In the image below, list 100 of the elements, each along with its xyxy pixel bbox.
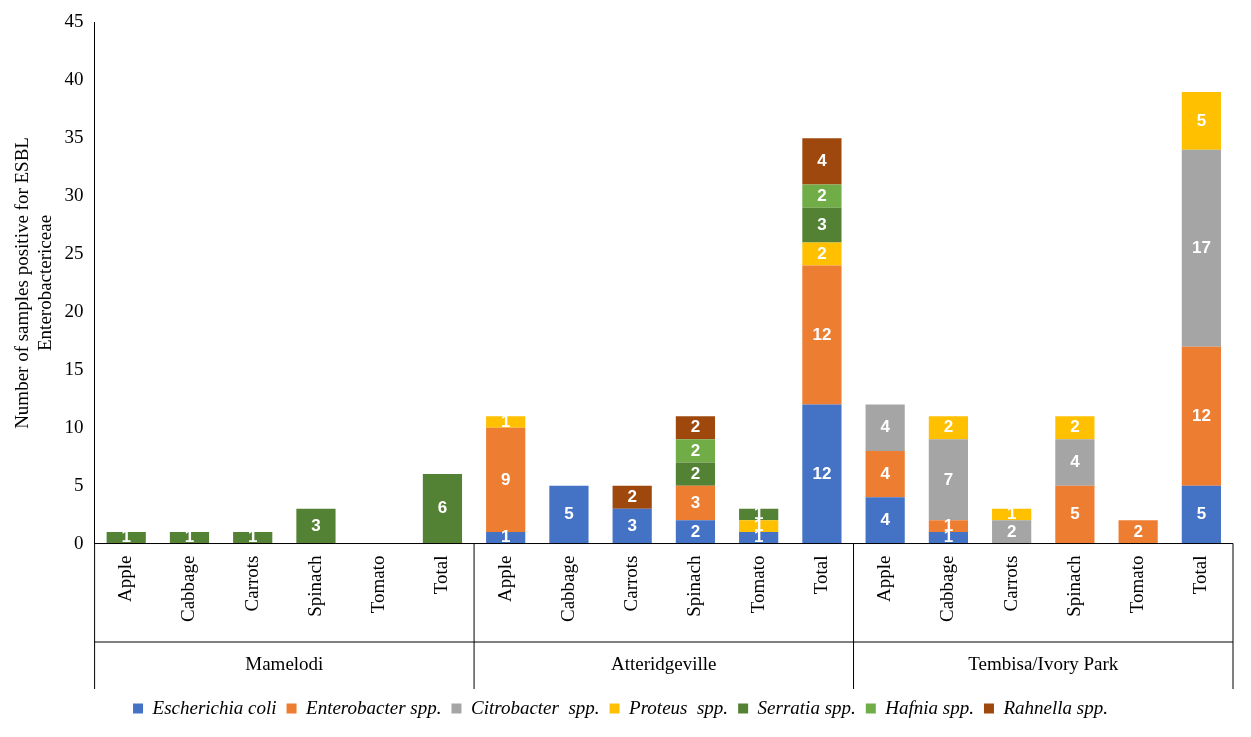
bar [612, 508, 652, 544]
bar [1118, 520, 1158, 544]
bar [865, 450, 905, 498]
data-label: 2 [943, 417, 954, 437]
x-tick-label: Carrots [620, 555, 642, 612]
bar [675, 462, 716, 486]
x-tick-label: Apple [873, 555, 895, 602]
data-label: 2 [690, 521, 701, 541]
bar [549, 485, 589, 544]
x-tick-label: Total [1189, 555, 1211, 595]
data-label: 4 [880, 417, 891, 437]
data-label: 2 [627, 486, 637, 506]
x-tick-label: Tomato [367, 555, 389, 614]
text: Tembisa/Ivory Park [968, 653, 1119, 675]
bar [802, 242, 842, 266]
data-label: 7 [943, 469, 954, 489]
bar [865, 497, 905, 544]
x-tick-label: Apple [114, 555, 136, 602]
data-label: 5 [564, 504, 574, 524]
data-label: 1 [500, 527, 511, 547]
legend-label: Citrobacter spp. [470, 696, 600, 718]
legend-label: Enterobacter spp. [305, 696, 442, 718]
data-label: 2 [1133, 521, 1143, 541]
bar [675, 520, 716, 544]
bar [612, 485, 652, 509]
x-tick-label: Carrots [240, 555, 262, 612]
data-label: 2 [690, 463, 701, 483]
data-label: 6 [437, 498, 448, 518]
legend-label: Proteus spp. [628, 696, 729, 718]
bar [1181, 346, 1221, 486]
legend-label: Escherichia coli [151, 696, 277, 718]
y-tick-label: 5 [74, 473, 84, 495]
bar [296, 508, 336, 544]
y-tick-label: 10 [64, 415, 84, 437]
legend-label: Rahnella spp. [1002, 696, 1108, 718]
bar [865, 404, 905, 451]
x-tick-label: Spinach [683, 555, 705, 617]
text: Mamelodi [245, 653, 324, 675]
data-label: 17 [1191, 237, 1211, 257]
data-label: 4 [1070, 452, 1081, 472]
y-tick-label: 25 [64, 242, 84, 263]
bar [1181, 485, 1221, 544]
bar [802, 265, 842, 405]
data-label: 3 [627, 515, 637, 535]
x-tick-label: Tomato [746, 555, 768, 614]
data-label: 5 [1196, 504, 1207, 524]
y-tick-label: 45 [64, 10, 84, 32]
data-label: 2 [817, 243, 827, 263]
x-tick-label: Tomato [1126, 555, 1148, 614]
y-tick-label: 30 [64, 184, 84, 206]
data-label: 3 [690, 492, 701, 512]
bar [1055, 439, 1095, 486]
bar [802, 138, 842, 185]
y-tick-label: 35 [64, 126, 84, 148]
legend-label: Hafnia spp. [884, 696, 974, 718]
data-label: 12 [812, 324, 832, 344]
bar [928, 416, 969, 440]
bar [675, 485, 716, 521]
y-tick-label: 20 [64, 299, 84, 321]
x-tick-label: Spinach [1062, 555, 1084, 617]
bar [1181, 149, 1221, 347]
x-tick-label: Spinach [303, 555, 325, 617]
data-label: 12 [1191, 405, 1211, 425]
data-label: 3 [817, 214, 827, 234]
bar [802, 404, 842, 544]
data-label: 5 [1196, 110, 1207, 130]
data-label: 3 [311, 515, 321, 535]
data-label: 2 [690, 440, 701, 460]
x-tick-label: Cabbage [936, 555, 958, 623]
bar [1055, 416, 1095, 440]
x-tick-label: Total [809, 555, 831, 595]
data-label: 4 [880, 463, 891, 483]
bar [1055, 485, 1095, 544]
data-label: 2 [1006, 521, 1017, 541]
bar [486, 427, 526, 532]
bar [802, 184, 842, 208]
x-tick-label: Cabbage [556, 555, 578, 623]
bar [486, 416, 526, 428]
bar [675, 416, 716, 440]
y-tick-label: 0 [74, 531, 84, 553]
x-tick-label: Cabbage [177, 555, 199, 623]
x-tick-label: Total [430, 555, 452, 595]
data-label: 2 [817, 185, 827, 205]
text: Atteridgeville [611, 653, 717, 675]
data-label: 9 [500, 469, 511, 489]
bar [992, 520, 1032, 544]
data-label: 5 [1070, 504, 1080, 524]
y-axis-title: Number of samples positive for ESBL Enterobactericeae [11, 137, 56, 429]
data-label: 4 [817, 151, 828, 171]
bar [802, 207, 842, 243]
bar [928, 439, 969, 521]
y-tick-label: 15 [64, 357, 84, 379]
bar [675, 439, 716, 463]
data-label: 4 [880, 510, 891, 530]
bar [1181, 91, 1221, 150]
x-tick-label: Apple [493, 555, 515, 602]
bar [422, 474, 463, 544]
data-label: 2 [690, 417, 701, 437]
data-label: 12 [812, 463, 832, 483]
legend-label: Serratia spp. [757, 696, 856, 718]
